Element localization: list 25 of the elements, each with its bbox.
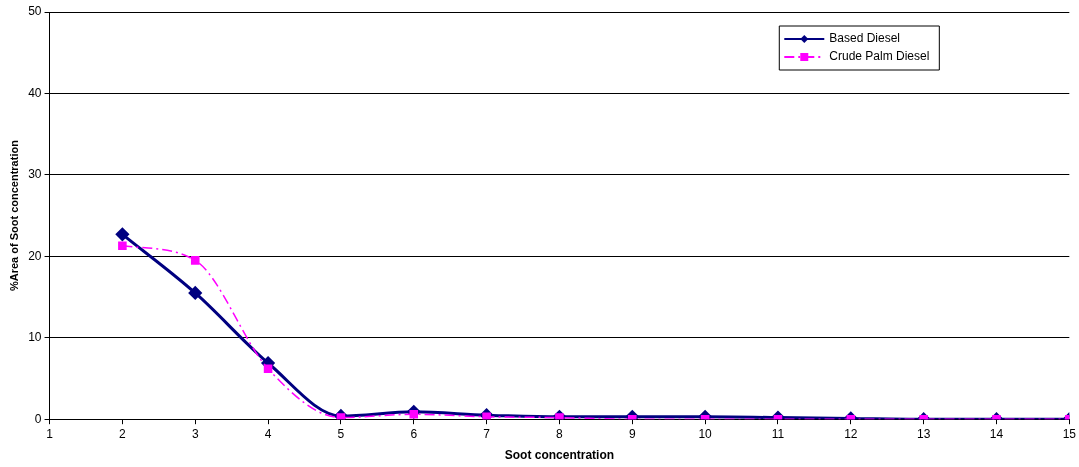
x-tick-label: 11 <box>771 426 785 441</box>
y-tick-label: 40 <box>28 85 42 100</box>
x-tick-label: 10 <box>698 426 713 441</box>
x-tick-label: 12 <box>844 426 858 441</box>
x-tick-label: 9 <box>628 426 636 441</box>
x-tick-label: 4 <box>264 426 272 441</box>
y-axis-title: %Area of Soot concentration <box>7 139 20 292</box>
x-tick-label: 6 <box>410 426 418 441</box>
y-tick-label: 10 <box>28 330 42 345</box>
x-tick-label: 15 <box>1062 426 1077 441</box>
x-tick-label: 8 <box>556 426 564 441</box>
y-tick-label: 0 <box>34 411 42 426</box>
x-tick-label: 7 <box>483 426 491 441</box>
x-tick-label: 5 <box>337 426 345 441</box>
y-tick-label: 30 <box>28 167 42 182</box>
x-tick-label: 1 <box>46 426 54 441</box>
y-tick-label: 50 <box>28 4 42 19</box>
y-tick-label: 20 <box>28 248 42 263</box>
x-axis-title: Soot concentration <box>504 448 615 463</box>
x-tick-label: 2 <box>119 426 127 441</box>
x-tick-label: 14 <box>989 426 1004 441</box>
legend-label: Crude Palm Diesel <box>829 49 930 64</box>
legend-label: Based Diesel <box>829 31 901 46</box>
x-tick-label: 3 <box>191 426 199 441</box>
x-tick-label: 13 <box>916 426 931 441</box>
